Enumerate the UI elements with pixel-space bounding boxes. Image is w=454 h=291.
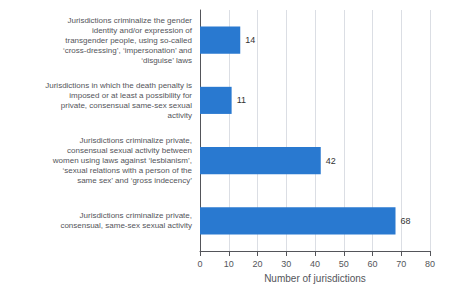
svg-text:consensual, same-sex sexual ac: consensual, same-sex sexual activity xyxy=(60,221,192,230)
svg-text:transgender people, using so-c: transgender people, using so-called xyxy=(65,36,192,45)
svg-text:30: 30 xyxy=(281,259,291,269)
svg-text:imposed or at least a possibil: imposed or at least a possibility for xyxy=(69,91,192,100)
svg-text:80: 80 xyxy=(425,259,435,269)
svg-text:activity: activity xyxy=(168,111,192,120)
svg-text:Jurisdictions in which the dea: Jurisdictions in which the death penalty… xyxy=(45,81,192,90)
svg-text:‘disguise’ laws: ‘disguise’ laws xyxy=(141,56,192,65)
svg-text:Jurisdictions criminalize priv: Jurisdictions criminalize private, xyxy=(80,211,192,220)
svg-text:42: 42 xyxy=(326,156,336,166)
svg-text:‘cross-dressing’, ‘impersonati: ‘cross-dressing’, ‘impersonation’ and xyxy=(63,46,192,55)
svg-text:60: 60 xyxy=(367,259,377,269)
svg-text:Jurisdictions criminalize priv: Jurisdictions criminalize private, xyxy=(80,136,192,145)
svg-text:11: 11 xyxy=(237,95,246,105)
svg-text:20: 20 xyxy=(252,259,262,269)
svg-text:consensual sexual activity bet: consensual sexual activity between xyxy=(67,146,192,155)
svg-text:70: 70 xyxy=(396,259,406,269)
svg-text:identity and/or expression of: identity and/or expression of xyxy=(92,26,193,35)
svg-text:10: 10 xyxy=(224,259,234,269)
svg-text:same sex’ and ‘gross indecency: same sex’ and ‘gross indecency’ xyxy=(77,176,192,185)
svg-text:50: 50 xyxy=(339,259,349,269)
svg-text:68: 68 xyxy=(401,216,411,226)
svg-text:0: 0 xyxy=(197,259,202,269)
svg-text:private, consensual same-sex s: private, consensual same-sex sexual xyxy=(61,101,192,110)
svg-text:40: 40 xyxy=(310,259,320,269)
svg-text:‘sexual relations with a perso: ‘sexual relations with a person of the xyxy=(63,166,193,175)
svg-text:Number of jurisdictions: Number of jurisdictions xyxy=(264,273,366,284)
svg-text:Jurisdictions criminalize the: Jurisdictions criminalize the gender xyxy=(68,16,193,25)
svg-text:14: 14 xyxy=(245,35,255,45)
svg-text:women using laws against ‘lesb: women using laws against ‘lesbianism’, xyxy=(52,156,192,165)
